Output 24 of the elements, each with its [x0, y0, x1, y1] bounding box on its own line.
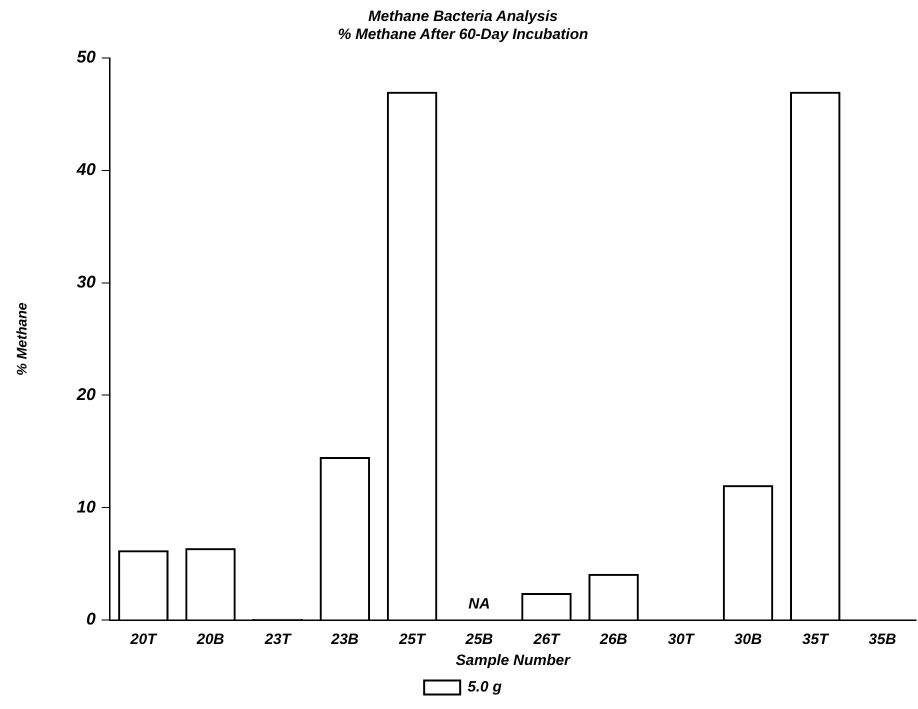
x-tick-label: 26B [598, 631, 628, 648]
y-tick-label: 20 [76, 384, 96, 404]
x-tick-label: 25T [398, 631, 427, 648]
x-tick-label: 23T [264, 631, 292, 648]
x-tick-label: 35T [802, 631, 830, 648]
x-tick-label: 20B [196, 631, 224, 648]
y-axis-title: % Methane [13, 302, 30, 376]
chart-subtitle: % Methane After 60-Day Incubation [338, 26, 588, 44]
x-tick-label: 30T [668, 631, 696, 648]
x-axis-title: Sample Number [456, 652, 572, 670]
y-tick-label: 30 [76, 272, 96, 292]
y-tick-label: 0 [86, 610, 96, 629]
x-tick-label: 20T [129, 631, 158, 648]
y-tick-label: 10 [76, 497, 96, 516]
x-tick-label: 25B [464, 631, 494, 648]
x-tick-label: 35B [868, 631, 896, 648]
chart-title: Methane Bacteria Analysis [368, 8, 558, 26]
annotation: NA [468, 596, 490, 613]
x-tick-label: 30B [734, 631, 762, 648]
x-tick-label: 23B [330, 631, 359, 648]
y-tick-label: 50 [76, 48, 96, 67]
x-tick-label: 26T [532, 631, 562, 648]
y-tick-label: 40 [76, 160, 96, 180]
legend-label: 5.0 g [468, 678, 502, 696]
